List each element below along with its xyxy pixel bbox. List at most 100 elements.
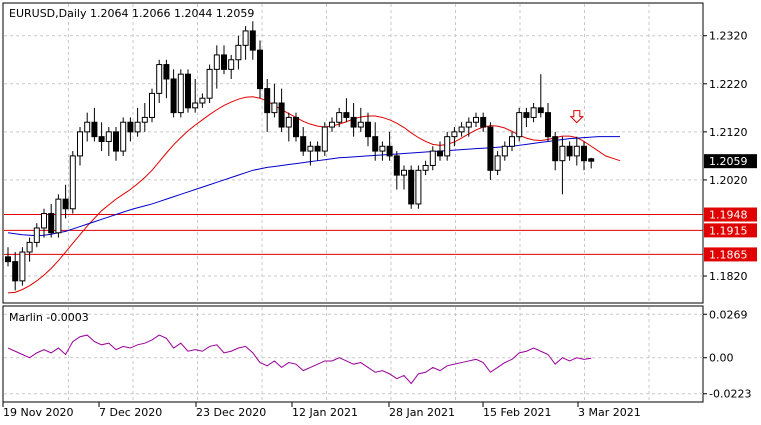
level-price-label: 1.1915 [709, 224, 748, 237]
candle-body-bear [545, 112, 551, 138]
candle-body-bull [379, 145, 386, 152]
candle-body-bull [141, 116, 148, 123]
candle-body-bear [62, 198, 69, 210]
x-tick-label: 28 Jan 2021 [389, 406, 455, 419]
candle [415, 165, 422, 209]
candle [473, 112, 479, 128]
candle-body-bear [12, 261, 19, 282]
y-tick-label: 1.1820 [709, 270, 748, 283]
candle [271, 83, 278, 118]
candle [228, 54, 235, 79]
candle-body-bear [386, 145, 393, 157]
candle-body-bear [98, 136, 105, 142]
candle [48, 203, 55, 238]
candle [465, 117, 472, 137]
candle-body-bull [516, 112, 523, 138]
candle [163, 59, 170, 99]
indicator-axis: 0.0269 0.00 -0.0223 [703, 308, 751, 401]
down-arrow-icon [569, 110, 585, 124]
candle-body-bear [5, 256, 11, 263]
candle-body-bear [480, 116, 487, 128]
candle-body-bull [192, 102, 199, 109]
candle [509, 131, 515, 152]
candle [127, 117, 134, 142]
candle-body-bear [552, 136, 559, 162]
candle [588, 157, 595, 169]
level-price-box [704, 223, 757, 238]
support-levels: 1.1948 1.1915 1.1865 [4, 207, 757, 262]
x-tick-label: 15 Feb 2021 [483, 406, 551, 419]
candle-body-bear [113, 131, 119, 152]
candle [242, 26, 249, 60]
candle-body-bull [559, 145, 566, 162]
candle [393, 151, 400, 190]
candle-body-bull [501, 145, 508, 157]
candle-body-bear [221, 54, 227, 70]
candle-body-bull [271, 102, 278, 114]
candle [177, 69, 184, 118]
candle [41, 208, 47, 238]
candle-body-bull [530, 107, 537, 118]
candle-body-bull [69, 155, 76, 210]
candle-body-bear [437, 150, 443, 157]
candle [141, 103, 148, 132]
candle [494, 151, 501, 176]
candle-body-bull [509, 136, 515, 147]
candle [314, 141, 321, 161]
candle [91, 107, 98, 142]
candle-body-bull [321, 126, 328, 152]
candle [278, 88, 285, 132]
candle [573, 136, 580, 166]
candle [365, 112, 371, 147]
candle-body-bear [588, 158, 595, 162]
x-tick-label: 7 Dec 2020 [99, 406, 162, 419]
candle-body-bull [444, 136, 451, 157]
candle [386, 131, 393, 161]
candle [372, 122, 379, 161]
candle [437, 141, 443, 161]
candle-body-bear [581, 145, 587, 162]
candle-body-bull [156, 64, 163, 94]
candle [156, 59, 163, 104]
candle-body-bull [336, 112, 343, 123]
candle-body-bull [213, 54, 220, 70]
candle-body-bear [293, 116, 299, 138]
candle [336, 107, 343, 128]
candle [77, 127, 83, 166]
candle-body-bull [149, 92, 155, 118]
candle [458, 122, 465, 137]
candle-body-bear [487, 126, 494, 171]
x-tick-label: 23 Dec 2020 [196, 406, 266, 419]
y-tick-label: 1.2220 [709, 78, 748, 91]
indicator-panel[interactable] [2, 305, 704, 403]
candle [69, 151, 76, 214]
candle-body-bull [84, 121, 91, 133]
candle [451, 127, 458, 147]
y-tick-label: 1.2320 [709, 30, 748, 43]
candle [134, 107, 141, 137]
candle [293, 112, 299, 142]
candle [113, 127, 119, 161]
candle-body-bear [350, 116, 357, 128]
candle [206, 64, 213, 104]
signal-arrow [569, 110, 585, 124]
candle-body-bull [19, 251, 26, 282]
marlin-line [7, 334, 592, 385]
x-tick-label: 12 Jan 2021 [292, 406, 358, 419]
price-panel[interactable] [2, 2, 704, 304]
x-tick-label: 3 Mar 2021 [578, 406, 641, 419]
candle-body-bear [163, 64, 170, 80]
current-price-box [704, 154, 757, 169]
candle-body-bull [401, 169, 407, 176]
candle [329, 117, 335, 132]
candle [487, 122, 494, 180]
candle [343, 98, 350, 123]
candle [581, 141, 587, 171]
candle-body-bear [408, 169, 415, 205]
candle [33, 223, 40, 248]
candle [530, 103, 537, 123]
candle-body-bear [537, 107, 544, 114]
candle [170, 69, 177, 118]
candle [257, 40, 263, 99]
